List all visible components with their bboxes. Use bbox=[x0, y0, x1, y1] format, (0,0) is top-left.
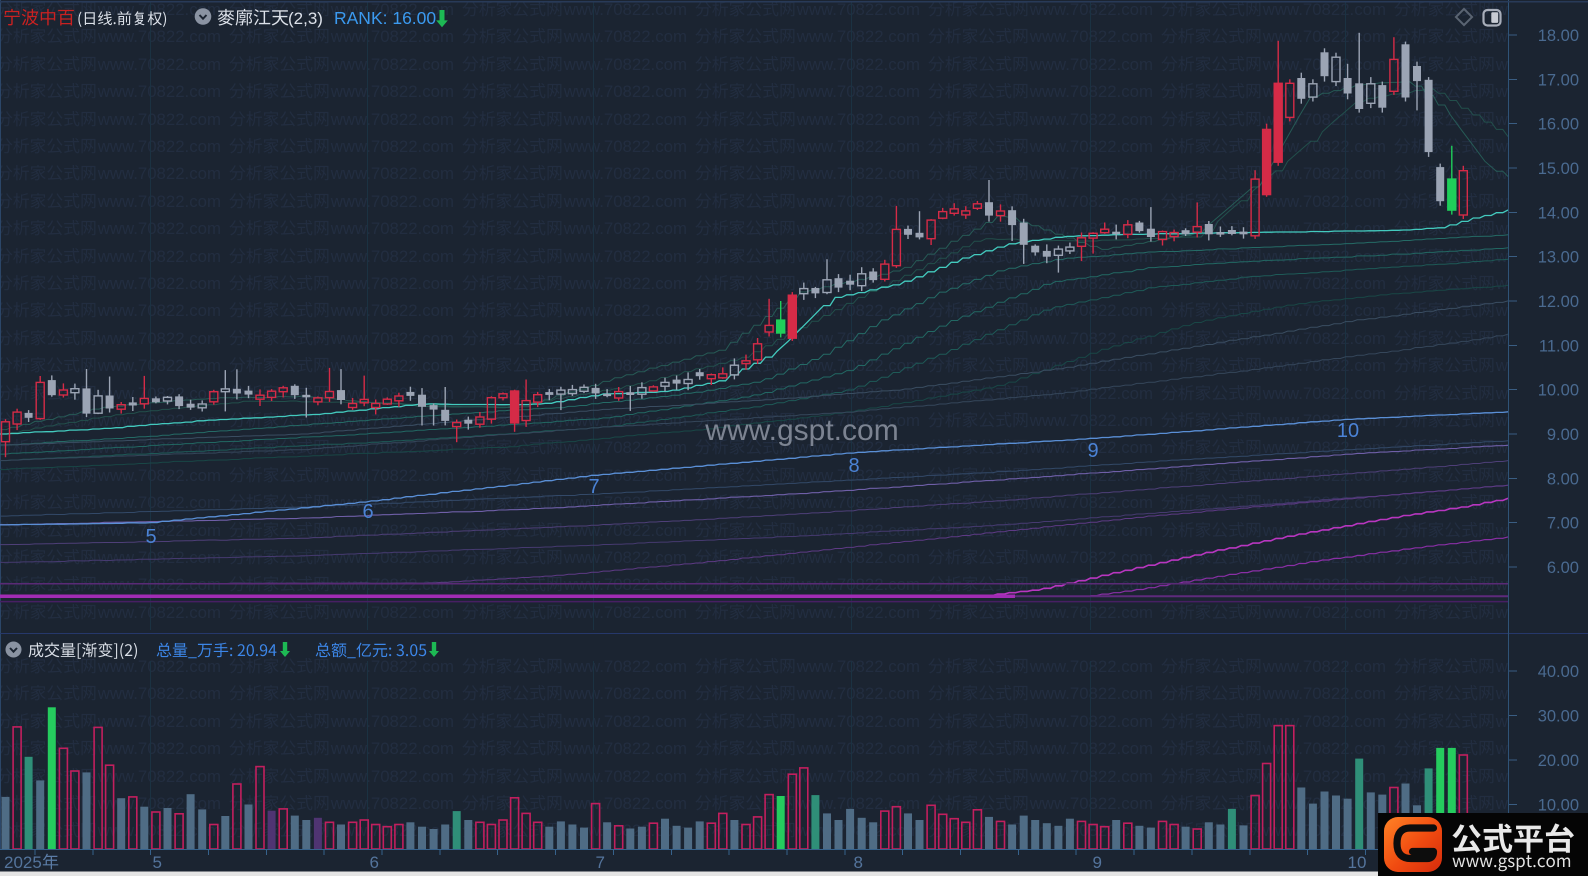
svg-text:10.00: 10.00 bbox=[1538, 797, 1579, 815]
svg-text:10.00: 10.00 bbox=[1538, 382, 1579, 400]
svg-text:9: 9 bbox=[1093, 853, 1102, 872]
svg-text:6: 6 bbox=[370, 853, 379, 872]
svg-text:12.00: 12.00 bbox=[1538, 293, 1579, 311]
svg-text:16.00: 16.00 bbox=[1538, 116, 1579, 134]
svg-text:18.00: 18.00 bbox=[1538, 27, 1579, 45]
svg-text:8.00: 8.00 bbox=[1547, 470, 1579, 488]
svg-text:6: 6 bbox=[362, 501, 373, 523]
svg-text:9: 9 bbox=[1087, 440, 1098, 462]
svg-text:RANK: 16.00: RANK: 16.00 bbox=[334, 8, 436, 28]
svg-text:8: 8 bbox=[848, 455, 859, 477]
svg-text:8: 8 bbox=[854, 853, 863, 872]
svg-text:7.00: 7.00 bbox=[1547, 515, 1579, 533]
svg-text:7: 7 bbox=[588, 476, 599, 498]
svg-text:5: 5 bbox=[153, 853, 162, 872]
svg-text:5: 5 bbox=[145, 526, 156, 548]
svg-text:7: 7 bbox=[596, 853, 605, 872]
svg-text:10: 10 bbox=[1337, 420, 1359, 442]
svg-text:40.00: 40.00 bbox=[1538, 663, 1579, 681]
svg-text:2025: 2025 bbox=[4, 853, 42, 872]
svg-text:14.00: 14.00 bbox=[1538, 204, 1579, 222]
svg-text:30.00: 30.00 bbox=[1538, 707, 1579, 725]
svg-text:www.gspt.com: www.gspt.com bbox=[704, 414, 898, 447]
svg-text:(2,3): (2,3) bbox=[288, 9, 323, 28]
svg-text:6.00: 6.00 bbox=[1547, 559, 1579, 577]
svg-text:15.00: 15.00 bbox=[1538, 160, 1579, 178]
svg-text:17.00: 17.00 bbox=[1538, 71, 1579, 89]
svg-text:9.00: 9.00 bbox=[1547, 426, 1579, 444]
svg-text:10: 10 bbox=[1348, 853, 1367, 872]
svg-text:13.00: 13.00 bbox=[1538, 249, 1579, 267]
svg-text:11.00: 11.00 bbox=[1539, 337, 1579, 355]
svg-text:20.00: 20.00 bbox=[1538, 752, 1579, 770]
